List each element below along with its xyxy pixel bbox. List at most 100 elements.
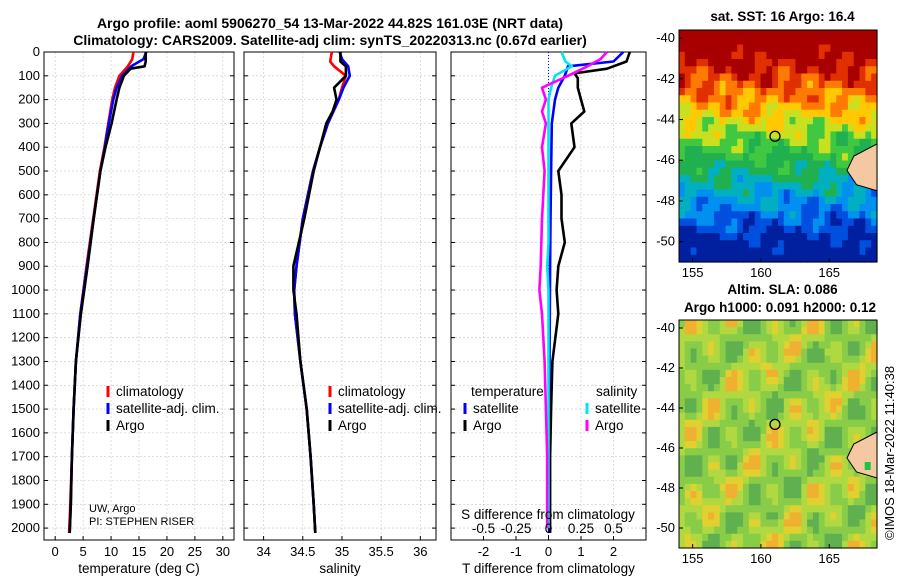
- map-cell: [719, 491, 727, 499]
- map-cell: [702, 434, 709, 442]
- map-cell: [690, 204, 698, 212]
- map-cell: [783, 218, 791, 227]
- map-cell: [836, 240, 843, 249]
- map-cell: [766, 204, 773, 212]
- map-cell: [859, 491, 866, 499]
- map-cell: [748, 362, 756, 371]
- map-cell: [696, 225, 703, 234]
- x-tick-label: 35: [335, 544, 349, 559]
- map-cell: [725, 369, 733, 378]
- map-cell: [702, 131, 709, 140]
- map-cell: [713, 320, 721, 328]
- map-cell: [725, 37, 733, 46]
- map-cell: [789, 362, 797, 371]
- map-cell: [754, 327, 762, 335]
- map-y-tick-label: -46: [656, 152, 675, 167]
- map-cell: [748, 218, 756, 227]
- map-cell: [853, 51, 861, 60]
- map-cell: [766, 189, 773, 198]
- map-cell: [754, 434, 762, 442]
- map-cell: [737, 109, 744, 118]
- map-cell: [737, 405, 744, 414]
- map-cell: [772, 512, 779, 521]
- map-cell: [836, 384, 843, 392]
- map-cell: [842, 37, 849, 46]
- map-cell: [842, 124, 849, 133]
- map-cell: [818, 491, 826, 499]
- map-cell: [847, 434, 855, 442]
- map-cell: [824, 398, 832, 407]
- map-cell: [766, 73, 773, 82]
- map-cell: [824, 247, 832, 256]
- credit-source: UW, Argo: [89, 503, 135, 515]
- map-cell: [679, 109, 686, 118]
- map-cell: [807, 131, 814, 140]
- map-cell: [801, 419, 808, 428]
- map-cell: [801, 182, 808, 191]
- map-cell: [836, 434, 843, 442]
- map-cell: [865, 341, 872, 350]
- map-cell: [801, 434, 808, 442]
- map-cell: [836, 109, 843, 118]
- map-cell: [708, 391, 715, 399]
- map-cell: [853, 512, 861, 521]
- legend-label: Argo: [338, 418, 367, 433]
- map-cell: [801, 175, 808, 183]
- map-cell: [760, 88, 767, 96]
- map-cell: [684, 160, 692, 169]
- map-cell: [748, 88, 756, 96]
- map-cell: [859, 434, 866, 442]
- map-cell: [812, 95, 820, 104]
- map-cell: [812, 483, 820, 492]
- map-cell: [713, 441, 721, 449]
- map-cell: [871, 334, 878, 342]
- map-cell: [847, 37, 855, 46]
- map-cell: [824, 218, 832, 227]
- map-cell: [818, 483, 826, 492]
- series-line-argo: [292, 52, 348, 533]
- map-cell: [754, 398, 762, 407]
- map-cell: [766, 455, 773, 464]
- map-y-tick-label: -40: [656, 30, 675, 45]
- map-cell: [719, 211, 727, 220]
- map-cell: [818, 167, 826, 176]
- map-cell: [708, 448, 715, 456]
- map-cell: [731, 109, 738, 118]
- map-cell: [818, 362, 826, 371]
- map-cell: [696, 30, 703, 38]
- map-cell: [795, 483, 802, 492]
- map-cell: [708, 355, 715, 364]
- map-cell: [830, 426, 837, 435]
- map-cell: [760, 398, 767, 407]
- map-cell: [713, 182, 721, 191]
- map-cell: [812, 254, 820, 263]
- map-cell: [795, 225, 802, 234]
- map-cell: [743, 131, 750, 140]
- map-cell: [731, 182, 738, 191]
- map-cell: [708, 109, 715, 118]
- map-cell: [795, 355, 802, 364]
- map-cell: [842, 362, 849, 371]
- map-cell: [772, 426, 779, 435]
- map-cell: [818, 233, 826, 241]
- map-cell: [725, 88, 733, 96]
- map-cell: [871, 124, 878, 133]
- map-cell: [702, 30, 709, 38]
- map-cell: [847, 73, 855, 82]
- map-cell: [772, 233, 779, 241]
- map-cell: [772, 66, 779, 75]
- map-cell: [731, 211, 738, 220]
- map-cell: [812, 469, 820, 478]
- map-cell: [789, 131, 797, 140]
- map-cell: [679, 37, 686, 46]
- map-cell: [812, 426, 820, 435]
- map-cell: [743, 175, 750, 183]
- map-cell: [719, 30, 727, 38]
- map-cell: [713, 519, 721, 528]
- map-cell: [684, 483, 692, 492]
- map-cell: [708, 66, 715, 75]
- map-cell: [778, 377, 785, 385]
- map-cell: [731, 491, 738, 499]
- map-cell: [824, 233, 832, 241]
- map-cell: [824, 240, 832, 249]
